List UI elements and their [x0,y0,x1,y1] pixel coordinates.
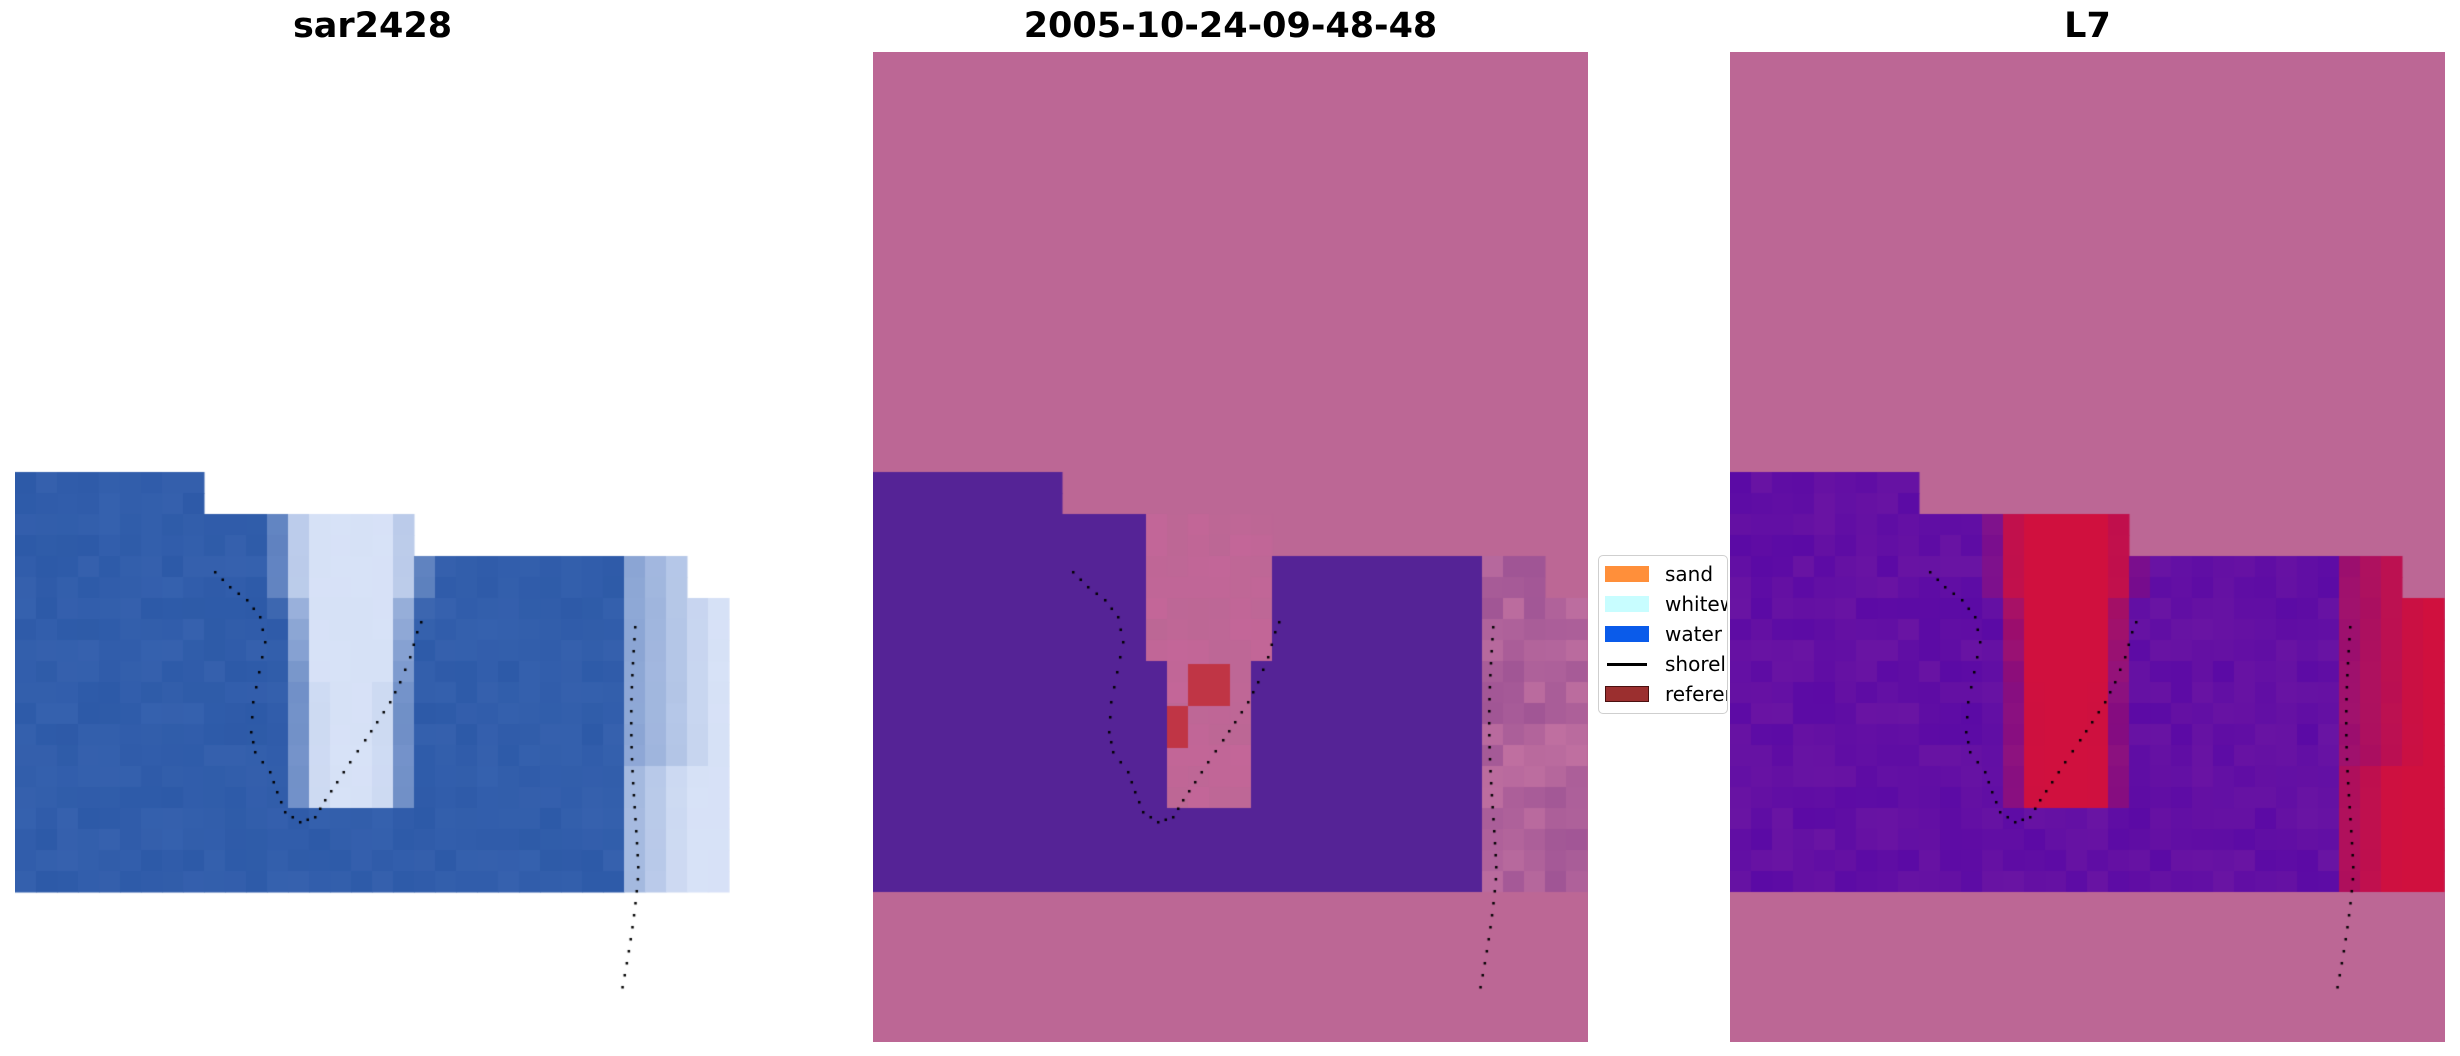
legend-swatch-whitewater [1605,596,1649,612]
legend-label-water: water [1665,622,1722,646]
panel-title-mndwi: L7 [2064,6,2111,46]
legend-swatch-water [1605,626,1649,642]
mndwi-image-panel [1730,52,2445,1042]
legend-label-sand: sand [1665,562,1714,586]
legend-item-sand: sand [1605,562,1714,586]
legend-line-shoreline [1605,656,1649,672]
classified-image-panel [873,52,1588,1042]
panel-title-rgb: sar2428 [292,6,453,46]
legend-item-shoreline: shoreline [1605,652,1727,676]
legend-swatch-sand [1605,566,1649,582]
legend-label-reference-shoreline: reference shoreline [1665,682,1727,706]
panel-title-classified: 2005-10-24-09-48-48 [1023,6,1438,46]
legend-item-water: water [1605,622,1722,646]
rgb-image-panel [15,52,730,1042]
legend-label-shoreline: shoreline [1665,652,1727,676]
legend-swatch-reference-shoreline [1605,686,1649,702]
legend-item-reference-shoreline: reference shoreline [1605,682,1727,706]
